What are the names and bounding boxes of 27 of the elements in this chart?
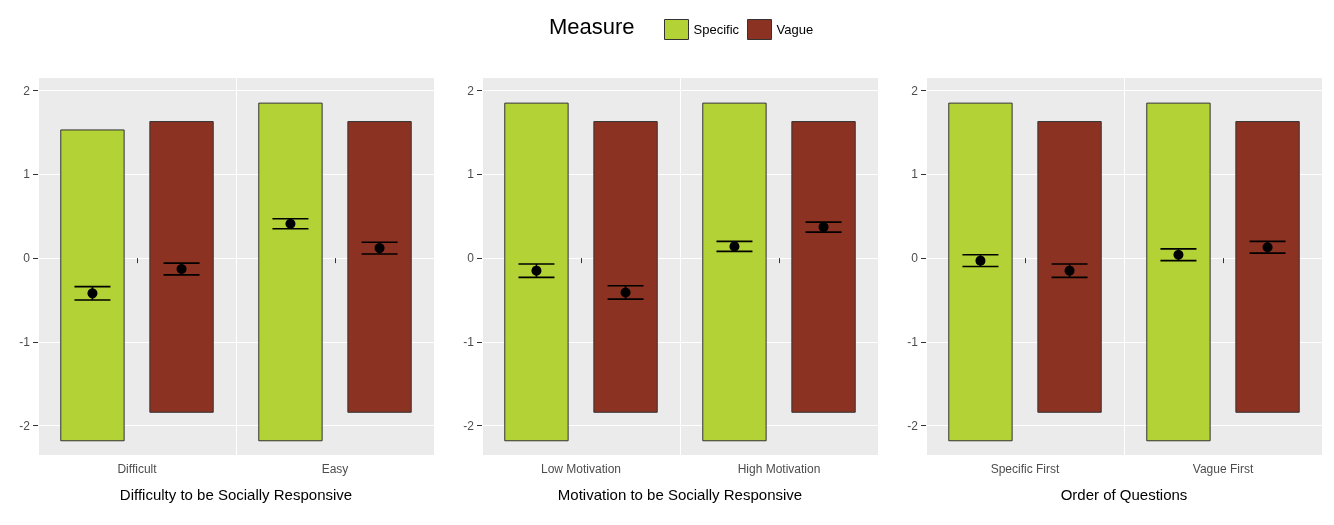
y-tick-label: 2 [467,83,475,98]
x-axis-title: Order of Questions [1060,486,1188,503]
y-tick-label: 0 [23,251,31,266]
x-tick-label: Specific First [990,462,1060,476]
y-tick-label: 1 [467,167,475,182]
x-tick-label: High Motivation [737,462,821,476]
y-tick-label: 1 [23,167,31,182]
x-tick-label: Easy [321,462,349,476]
x-axis-title: Difficulty to be Socially Responsive [119,486,353,503]
y-tick-label: -2 [463,418,475,433]
y-tick-label: 0 [467,251,475,266]
x-tick-label: Low Motivation [540,462,622,476]
legend-label: Specific [693,22,740,37]
legend-title: Measure [549,13,635,39]
y-tick-label: -1 [463,334,475,349]
legend-label: Vague [776,22,814,37]
y-tick-label: -2 [19,418,31,433]
y-tick-label: 2 [911,83,919,98]
y-tick-label: -1 [19,334,31,349]
y-tick-label: -2 [907,418,919,433]
y-tick-label: 1 [911,167,919,182]
x-axis-title: Motivation to be Socially Responsive [557,486,803,503]
x-tick-label: Difficult [117,462,158,476]
y-tick-label: -1 [907,334,919,349]
y-tick-label: 0 [911,251,919,266]
x-tick-label: Vague First [1192,462,1254,476]
y-tick-label: 2 [23,83,31,98]
